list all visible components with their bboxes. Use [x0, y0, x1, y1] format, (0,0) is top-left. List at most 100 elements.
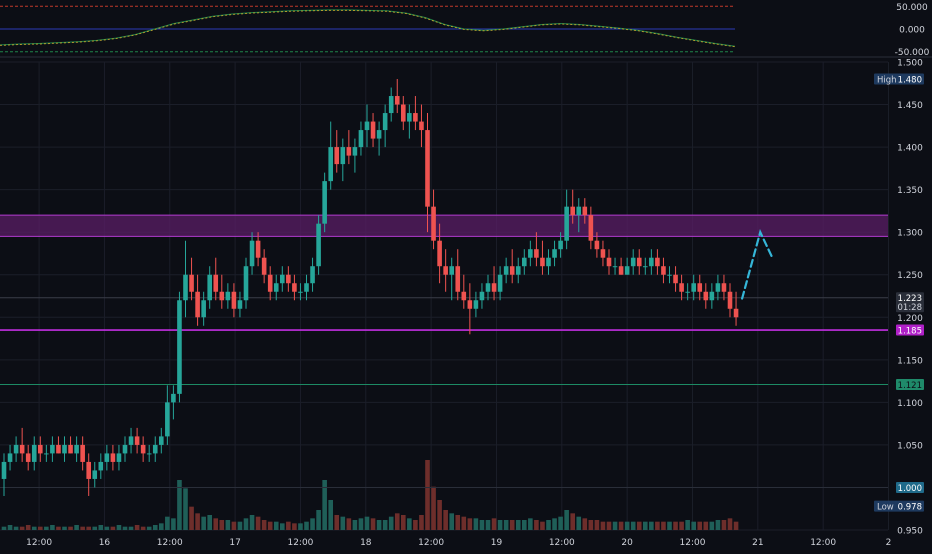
volume-bar	[636, 521, 642, 530]
candle-body	[25, 453, 31, 462]
candle-body	[364, 121, 370, 131]
volume-bar	[152, 525, 158, 530]
candle-body	[691, 283, 696, 292]
volume-bar	[431, 486, 436, 530]
candle-body	[594, 240, 600, 250]
candle-body	[467, 300, 473, 309]
candle-body	[352, 147, 358, 156]
volume-bar	[497, 520, 503, 530]
volume-bar	[340, 516, 346, 530]
candle-body	[86, 461, 91, 479]
price-label-value: 1.223	[898, 294, 922, 304]
volume-bar	[624, 521, 630, 530]
volume-bar	[394, 513, 400, 530]
price-label-box	[896, 324, 924, 336]
candle-body	[618, 266, 624, 275]
candle-body	[98, 461, 104, 471]
volume-bar	[552, 518, 557, 530]
time-tick-label: 19	[491, 538, 503, 548]
candle-body	[522, 257, 527, 267]
horizontal-lines	[0, 297, 888, 488]
candle-body	[394, 96, 400, 105]
price-label-value: 1.185	[898, 327, 922, 337]
volume-bar	[273, 521, 279, 530]
candle-body	[195, 291, 200, 318]
candle-body	[56, 444, 61, 454]
candle-body	[159, 436, 164, 445]
price-tick-label: 1.050	[897, 441, 923, 451]
volume-bar	[661, 521, 666, 530]
candle-body	[588, 215, 594, 241]
volume-bar	[558, 516, 563, 530]
time-axis[interactable]: 12:00 16 12:00 17 12:00 18 12:00 19 12:00 20 12:00…	[26, 538, 891, 548]
time-tick-label: 18	[360, 538, 372, 548]
candle-body	[340, 147, 346, 165]
volume-bar	[413, 520, 418, 530]
candle-body	[661, 266, 666, 275]
price-tick-label: 1.250	[897, 271, 923, 281]
volume-bar	[473, 518, 479, 530]
time-tick-label: 12:00	[26, 538, 52, 548]
candle-body	[697, 283, 703, 292]
volume-bar	[128, 526, 134, 530]
volume-bar	[576, 516, 582, 530]
time-tick-label: 12:00	[287, 538, 313, 548]
volume-bar	[92, 526, 98, 530]
candle-body	[582, 206, 588, 216]
volume-bar	[298, 523, 303, 530]
candle-body	[273, 283, 279, 292]
candle-body	[322, 181, 327, 224]
volume-bar	[449, 513, 454, 530]
volume-bar	[401, 515, 406, 530]
volume-bar	[503, 520, 509, 530]
volume-bar	[467, 518, 473, 530]
volume-bar	[564, 510, 569, 530]
candle-body	[346, 147, 352, 156]
candle-body	[606, 257, 612, 267]
volume-bar	[570, 513, 575, 530]
volume-bar	[346, 518, 352, 530]
volume-bar	[80, 526, 85, 530]
volume-bar	[437, 500, 442, 530]
candle-body	[485, 283, 491, 292]
volume-bar	[715, 520, 721, 530]
volume-bar	[522, 520, 527, 530]
candle-body	[44, 453, 49, 455]
candle-body	[334, 147, 340, 165]
candle-body	[715, 283, 721, 292]
price-label-value: 0.978	[898, 503, 922, 513]
oscillator-tick-label: 50.000	[896, 3, 928, 13]
candlesticks	[1, 79, 739, 496]
volume-bar	[19, 526, 25, 530]
candle-body	[292, 283, 297, 292]
candle-body	[419, 121, 424, 131]
projection-arrow-line	[740, 229, 774, 300]
candle-body	[673, 274, 678, 284]
candle-body	[503, 266, 509, 275]
time-tick-label: 17	[229, 538, 240, 548]
candle-body	[564, 206, 569, 241]
volume-bar	[189, 506, 194, 530]
volume-bar	[104, 526, 110, 530]
volume-bar	[370, 518, 376, 530]
candle-body	[286, 274, 291, 284]
candle-body	[401, 104, 406, 122]
volume-bar	[479, 520, 485, 530]
volume-bar	[116, 525, 122, 530]
candle-body	[649, 257, 654, 267]
volume-bar	[201, 516, 206, 530]
volume-bar	[62, 526, 67, 530]
price-label-tag: Low	[877, 503, 894, 513]
oscillator-panel: 50.000 0.000 -50.000	[0, 3, 930, 58]
volume-bar	[407, 518, 412, 530]
volume-bar	[304, 521, 309, 530]
candle-body	[213, 274, 219, 292]
candle-body	[13, 444, 19, 454]
volume-bar	[443, 510, 448, 530]
volume-bar	[50, 525, 55, 530]
price-label-value: 1.121	[898, 381, 922, 391]
volume-bar	[280, 523, 285, 530]
